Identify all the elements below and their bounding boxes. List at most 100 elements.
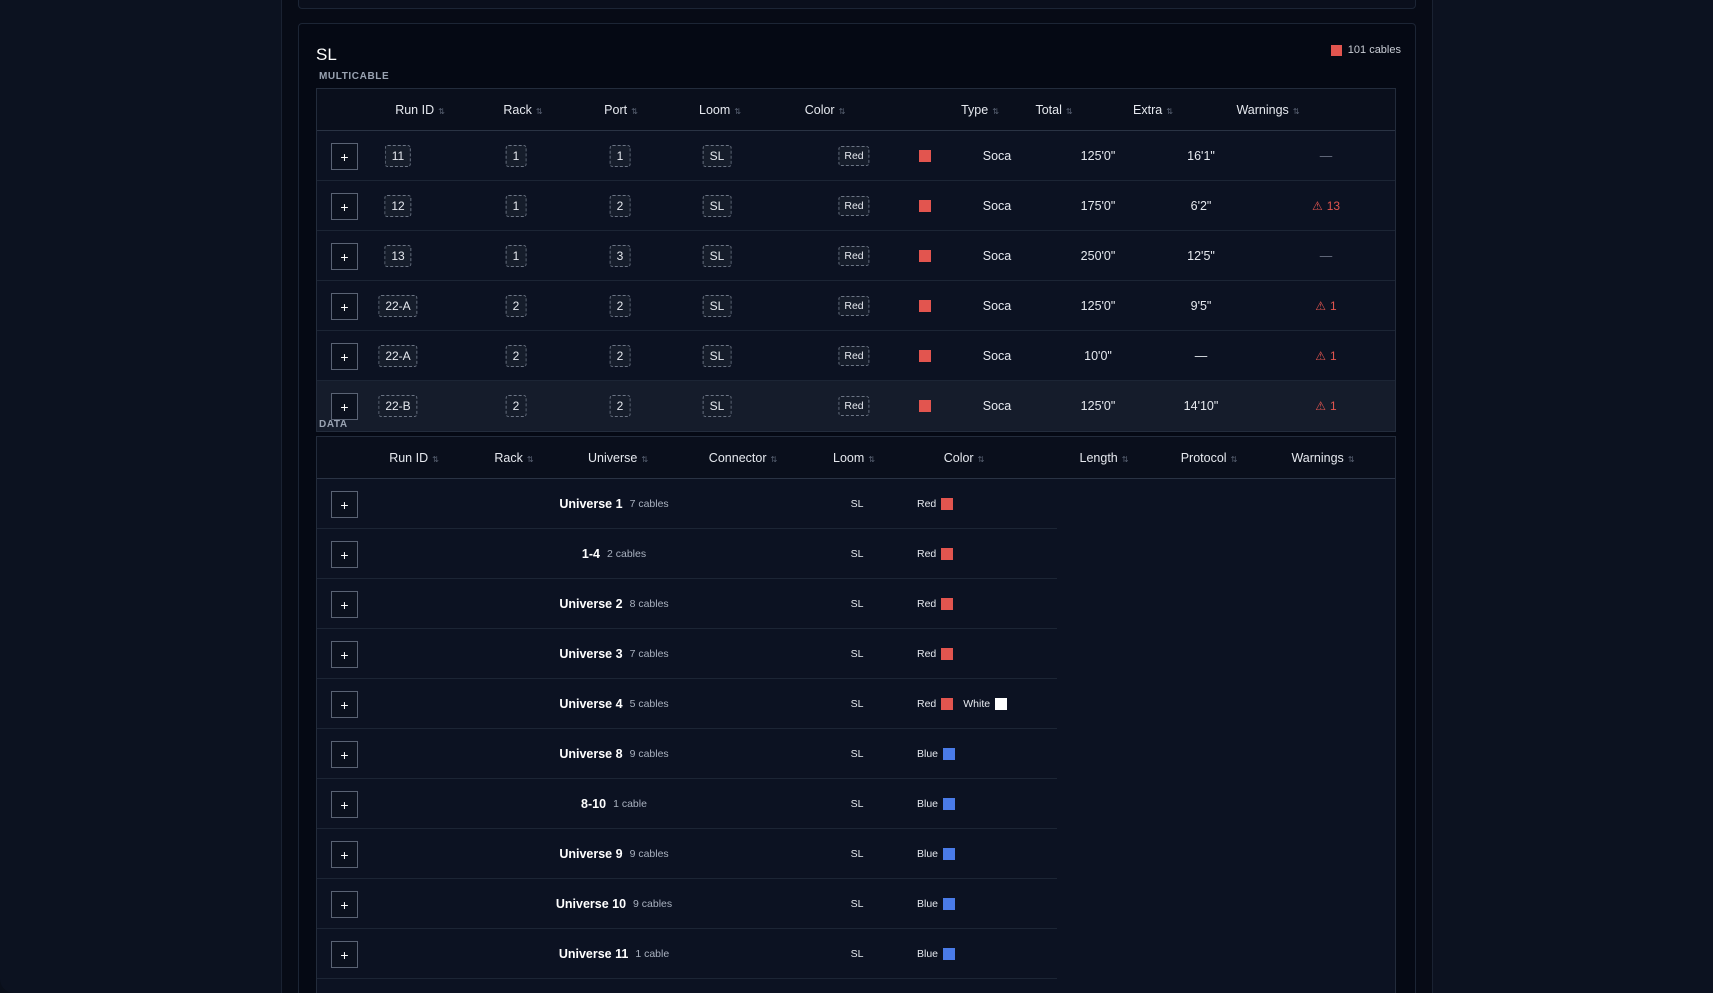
table-row[interactable]: +13 1 3 SL Red Soca 250'0" 12'5" —: [317, 231, 1395, 281]
port-tag[interactable]: 2: [609, 295, 631, 317]
data-column-header-color[interactable]: Color ⇅: [944, 437, 985, 479]
expand-button[interactable]: +: [331, 143, 358, 170]
sort-icon[interactable]: ⇅: [1121, 455, 1129, 464]
column-header-port[interactable]: Port ⇅: [604, 89, 638, 131]
sort-icon[interactable]: ⇅: [977, 455, 985, 464]
column-header-total[interactable]: Total ⇅: [1035, 89, 1072, 131]
universe-row[interactable]: + Universe 2 8 cables SL Red: [317, 579, 1057, 629]
expand-button[interactable]: +: [331, 393, 358, 420]
warning-indicator[interactable]: ⚠ 1: [1315, 349, 1336, 363]
expand-button[interactable]: +: [331, 491, 358, 518]
warning-indicator[interactable]: ⚠ 13: [1312, 199, 1340, 213]
universe-row[interactable]: + Universe 1 7 cables SL Red: [317, 479, 1057, 529]
port-tag[interactable]: 2: [609, 195, 631, 217]
universe-row[interactable]: + Universe 11 1 cable SL Blue: [317, 929, 1057, 979]
color-tag[interactable]: Red: [838, 296, 870, 316]
column-header-rack[interactable]: Rack ⇅: [503, 89, 542, 131]
rack-tag[interactable]: 1: [505, 145, 527, 167]
loom-tag[interactable]: SL: [702, 345, 732, 367]
warning-indicator[interactable]: ⚠ 1: [1315, 299, 1336, 313]
sort-icon[interactable]: ⇅: [1166, 107, 1173, 116]
rack-tag[interactable]: 2: [505, 345, 527, 367]
expand-button[interactable]: +: [331, 741, 358, 768]
expand-button[interactable]: +: [331, 791, 358, 818]
port-tag[interactable]: 2: [609, 345, 631, 367]
color-tag[interactable]: Red: [838, 246, 870, 266]
run-id-tag[interactable]: 22-B: [378, 395, 418, 417]
universe-row[interactable]: + Universe 10 9 cables SL Blue: [317, 879, 1057, 929]
column-header-run-id[interactable]: Run ID ⇅: [395, 89, 445, 131]
expand-button[interactable]: +: [331, 243, 358, 270]
sort-icon[interactable]: ⇅: [1292, 107, 1300, 116]
universe-row[interactable]: + Universe 8 9 cables SL Blue: [317, 729, 1057, 779]
loom-tag[interactable]: SL: [702, 245, 732, 267]
color-tag[interactable]: Red: [838, 146, 870, 166]
table-row[interactable]: +22-A 2 2 SL Red Soca 10'0" — ⚠ 1: [317, 331, 1395, 381]
universe-row[interactable]: + Universe 9 9 cables SL Blue: [317, 829, 1057, 879]
table-row[interactable]: +22-B 2 2 SL Red Soca 125'0" 14'10" ⚠ 1: [317, 381, 1395, 431]
column-header-warnings[interactable]: Warnings ⇅: [1236, 89, 1299, 131]
data-column-header-loom[interactable]: Loom ⇅: [833, 437, 875, 479]
data-column-header-connector[interactable]: Connector ⇅: [709, 437, 777, 479]
rack-tag[interactable]: 2: [505, 295, 527, 317]
universe-row[interactable]: + Universe 4 5 cables SL Red White: [317, 679, 1057, 729]
universe-row[interactable]: + Universe 3 7 cables SL Red: [317, 629, 1057, 679]
port-tag[interactable]: 1: [609, 145, 631, 167]
run-id-tag[interactable]: 11: [384, 145, 412, 167]
data-column-header-rack[interactable]: Rack ⇅: [494, 437, 533, 479]
sort-icon[interactable]: ⇅: [1065, 107, 1073, 116]
color-tag[interactable]: Red: [838, 396, 870, 416]
column-header-color[interactable]: Color ⇅: [805, 89, 846, 131]
run-id-tag[interactable]: 13: [384, 245, 412, 267]
loom-tag[interactable]: SL: [702, 195, 732, 217]
loom-tag[interactable]: SL: [702, 145, 732, 167]
expand-button[interactable]: +: [331, 193, 358, 220]
column-header-loom[interactable]: Loom ⇅: [699, 89, 741, 131]
column-header-type[interactable]: Type ⇅: [961, 89, 999, 131]
sort-icon[interactable]: ⇅: [838, 107, 846, 116]
column-header-extra[interactable]: Extra ⇅: [1133, 89, 1173, 131]
sort-icon[interactable]: ⇅: [770, 455, 778, 464]
run-id-tag[interactable]: 22-A: [378, 345, 418, 367]
run-id-tag[interactable]: 12: [384, 195, 412, 217]
run-id-tag[interactable]: 22-A: [378, 295, 418, 317]
data-column-header-length[interactable]: Length ⇅: [1080, 437, 1129, 479]
universe-row[interactable]: +1-4 2 cables SL Red: [317, 529, 1057, 579]
sort-icon[interactable]: ⇅: [1230, 455, 1238, 464]
rack-tag[interactable]: 1: [505, 245, 527, 267]
expand-button[interactable]: +: [331, 591, 358, 618]
table-row[interactable]: +12 1 2 SL Red Soca 175'0" 6'2" ⚠ 13: [317, 181, 1395, 231]
warning-indicator[interactable]: ⚠ 1: [1315, 399, 1336, 413]
sort-icon[interactable]: ⇅: [1347, 455, 1355, 464]
sort-icon[interactable]: ⇅: [526, 455, 534, 464]
expand-button[interactable]: +: [331, 941, 358, 968]
data-column-header-run-id[interactable]: Run ID ⇅: [389, 437, 439, 479]
port-tag[interactable]: 2: [609, 395, 631, 417]
table-row[interactable]: +22-A 2 2 SL Red Soca 125'0" 9'5" ⚠ 1: [317, 281, 1395, 331]
port-tag[interactable]: 3: [609, 245, 631, 267]
rack-tag[interactable]: 2: [505, 395, 527, 417]
sort-icon[interactable]: ⇅: [631, 107, 638, 116]
expand-button[interactable]: +: [331, 891, 358, 918]
expand-button[interactable]: +: [331, 691, 358, 718]
sort-icon[interactable]: ⇅: [734, 107, 741, 116]
expand-button[interactable]: +: [331, 641, 358, 668]
data-column-header-protocol[interactable]: Protocol ⇅: [1181, 437, 1238, 479]
sort-icon[interactable]: ⇅: [641, 455, 649, 464]
color-tag[interactable]: Red: [838, 346, 870, 366]
expand-button[interactable]: +: [331, 293, 358, 320]
sort-icon[interactable]: ⇅: [438, 107, 445, 116]
expand-button[interactable]: +: [331, 343, 358, 370]
sort-icon[interactable]: ⇅: [535, 107, 543, 116]
color-tag[interactable]: Red: [838, 196, 870, 216]
sort-icon[interactable]: ⇅: [992, 107, 999, 116]
expand-button[interactable]: +: [331, 841, 358, 868]
sort-icon[interactable]: ⇅: [868, 455, 875, 464]
expand-button[interactable]: +: [331, 541, 358, 568]
data-column-header-warnings[interactable]: Warnings ⇅: [1291, 437, 1354, 479]
loom-tag[interactable]: SL: [702, 295, 732, 317]
loom-tag[interactable]: SL: [702, 395, 732, 417]
sort-icon[interactable]: ⇅: [432, 455, 439, 464]
universe-row[interactable]: +8-10 1 cable SL Blue: [317, 779, 1057, 829]
rack-tag[interactable]: 1: [505, 195, 527, 217]
